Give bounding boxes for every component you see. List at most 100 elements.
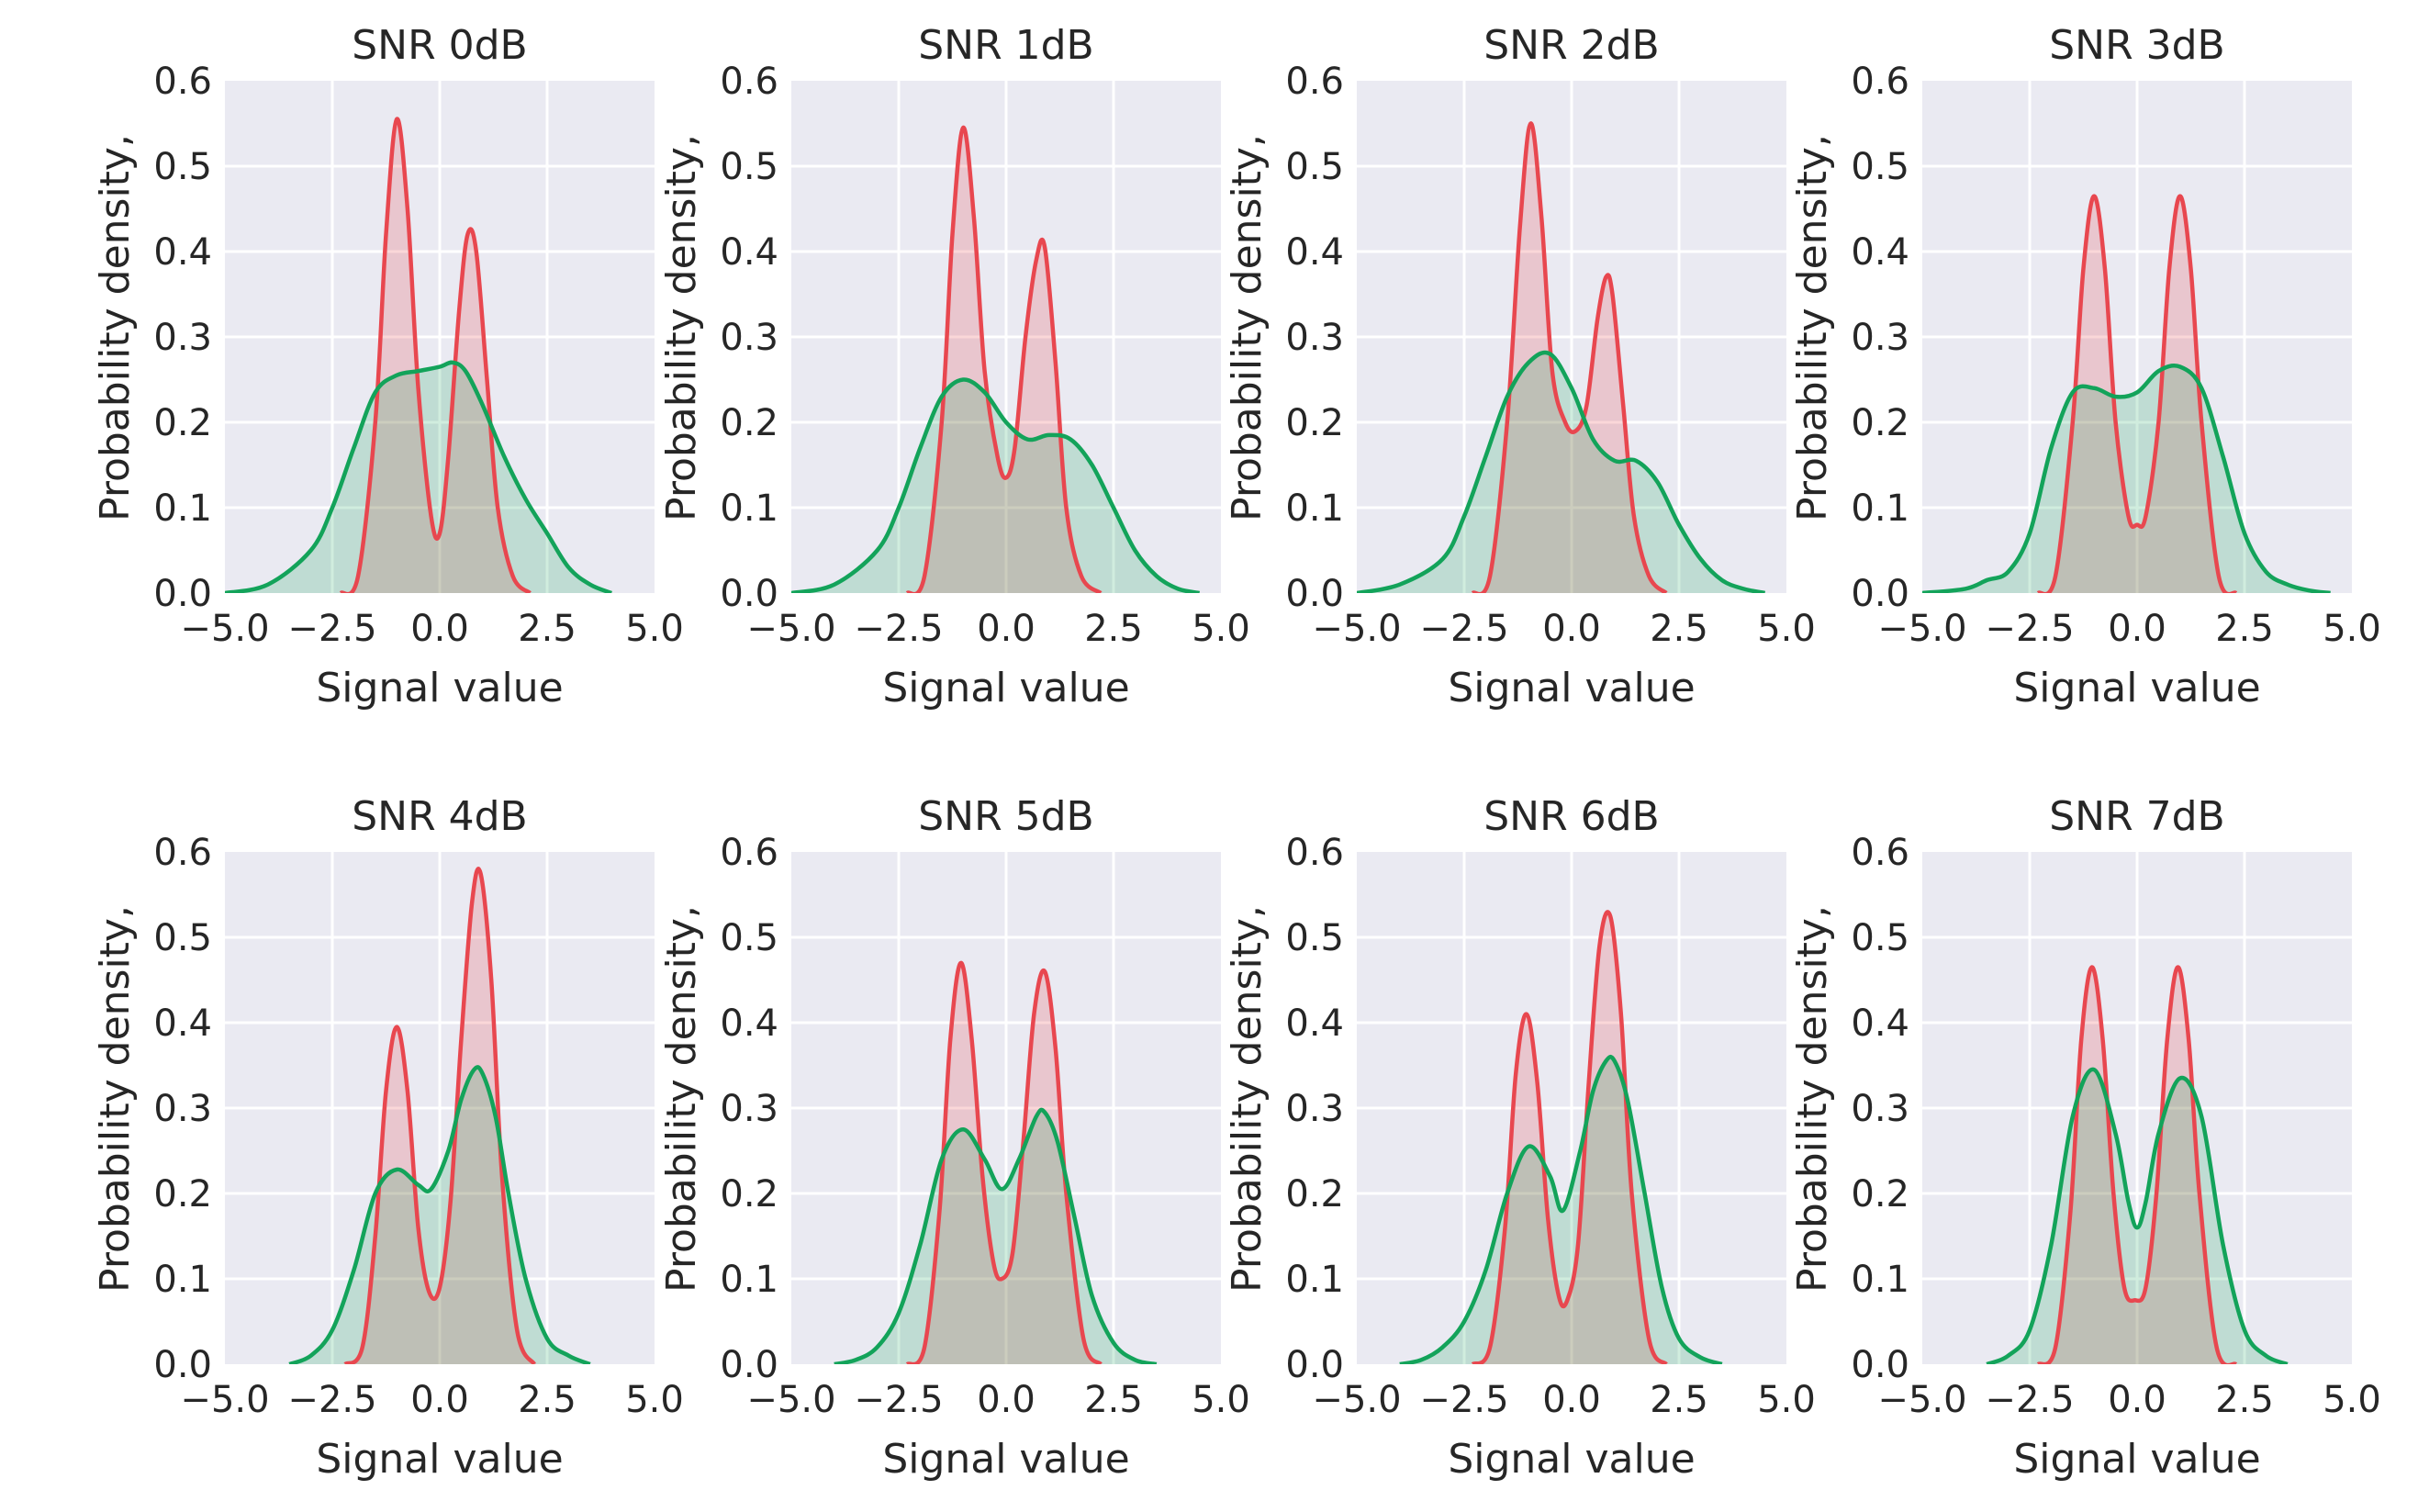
green-density-line: [791, 377, 1201, 593]
y-tick-label: 0.5: [153, 146, 212, 188]
subplot-title: SNR 2dB: [1483, 22, 1660, 69]
y-tick-label: 0.2: [720, 402, 778, 444]
series-group: [225, 117, 613, 593]
x-tick-label: 2.5: [1084, 608, 1143, 650]
x-tick-label: 0.0: [2108, 1379, 2166, 1421]
x-tick-label: −2.5: [287, 1379, 376, 1421]
x-tick-label: −2.5: [1985, 1379, 2074, 1421]
x-tick-label: 5.0: [1192, 1379, 1250, 1421]
y-tick-label: 0.5: [720, 146, 778, 188]
subplot-title: SNR 3dB: [2049, 22, 2225, 69]
x-tick-label: 2.5: [518, 1379, 577, 1421]
x-axis-label: Signal value: [316, 665, 563, 711]
y-tick-label: 0.1: [1851, 487, 1909, 530]
x-tick-label: −5.0: [746, 608, 835, 650]
y-tick-label: 0.0: [153, 1344, 212, 1386]
green-density-line: [834, 1107, 1158, 1364]
y-tick-label: 0.0: [1285, 1344, 1344, 1386]
y-tick-label: 0.2: [153, 1173, 212, 1215]
series-group: [1399, 910, 1723, 1364]
subplot-5: 0.0 0.1 0.2 0.3 0.4 0.5 0.6 −5.0 −2.5 0.0 2.5 5.0 SN…: [658, 793, 1250, 1483]
y-axis-label: Probability density,: [658, 905, 705, 1293]
y-tick-label: 0.3: [720, 1088, 778, 1130]
green-density-fill: [289, 1067, 590, 1364]
x-tick-label: 2.5: [1650, 608, 1708, 650]
x-tick-label: 0.0: [977, 1379, 1035, 1421]
red-density-line: [2036, 194, 2238, 593]
y-axis-label: Probability density,: [92, 905, 139, 1293]
x-tick-label: 0.0: [977, 608, 1035, 650]
x-tick-label: −5.0: [746, 1379, 835, 1421]
red-density-fill: [907, 962, 1101, 1364]
green-density-line: [1399, 1054, 1723, 1364]
y-tick-label: 0.0: [1851, 573, 1909, 615]
y-tick-label: 0.6: [720, 61, 778, 103]
subplot-title: SNR 5dB: [918, 793, 1094, 840]
y-tick-label: 0.4: [153, 1002, 212, 1045]
subplot-1: 0.0 0.1 0.2 0.3 0.4 0.5 0.6 −5.0 −2.5 0.0 2.5 5.0 SN…: [658, 22, 1250, 711]
series-group: [1357, 121, 1766, 593]
y-tick-label: 0.6: [1851, 61, 1909, 103]
x-tick-label: −5.0: [180, 608, 269, 650]
y-tick-label: 0.1: [720, 1259, 778, 1301]
y-tick-label: 0.4: [1851, 1002, 1909, 1045]
green-density-line: [225, 360, 613, 593]
x-tick-label: −5.0: [180, 1379, 269, 1421]
y-tick-label: 0.5: [1851, 146, 1909, 188]
series-group: [288, 866, 591, 1364]
green-density-line: [1357, 350, 1766, 593]
red-density-fill: [345, 868, 534, 1364]
green-density-line: [1986, 1067, 2289, 1364]
y-tick-label: 0.6: [153, 61, 212, 103]
y-tick-label: 0.5: [720, 917, 778, 959]
y-axis-label: Probability density,: [658, 134, 705, 521]
red-density-fill: [907, 128, 1101, 593]
x-tick-label: 2.5: [518, 608, 577, 650]
y-tick-label: 0.2: [1285, 402, 1344, 444]
subplot-7: 0.0 0.1 0.2 0.3 0.4 0.5 0.6 −5.0 −2.5 0.0 2.5 5.0 SN…: [1789, 793, 2381, 1483]
y-tick-label: 0.3: [720, 317, 778, 359]
red-density-line: [339, 117, 532, 593]
y-tick-label: 0.2: [1285, 1173, 1344, 1215]
series-group: [834, 960, 1158, 1364]
x-tick-label: 0.0: [2108, 608, 2166, 650]
x-tick-label: 5.0: [2323, 1379, 2381, 1421]
y-tick-label: 0.5: [1285, 146, 1344, 188]
x-tick-label: −2.5: [854, 608, 943, 650]
y-tick-label: 0.3: [1285, 1088, 1344, 1130]
y-tick-label: 0.6: [1851, 832, 1909, 874]
y-tick-label: 0.1: [1851, 1259, 1909, 1301]
x-axis-label: Signal value: [1448, 1436, 1695, 1483]
x-tick-label: 5.0: [1757, 608, 1816, 650]
x-axis-label: Signal value: [316, 1436, 563, 1483]
x-tick-label: 2.5: [1084, 1379, 1143, 1421]
subplot-title: SNR 7dB: [2049, 793, 2225, 840]
subplot-title: SNR 0dB: [352, 22, 528, 69]
subplot-title: SNR 1dB: [918, 22, 1094, 69]
subplot-0: 0.0 0.1 0.2 0.3 0.4 0.5 0.6 −5.0 −2.5 0.0 2.5 5.0 SN…: [92, 22, 684, 711]
subplot-4: 0.0 0.1 0.2 0.3 0.4 0.5 0.6 −5.0 −2.5 0.0 2.5 5.0 SN…: [92, 793, 684, 1483]
y-tick-label: 0.0: [720, 1344, 778, 1386]
red-density-line: [343, 866, 536, 1364]
y-tick-label: 0.3: [1851, 317, 1909, 359]
x-axis-label: Signal value: [2013, 1436, 2260, 1483]
series-group: [791, 125, 1201, 593]
y-axis-label: Probability density,: [1789, 134, 1836, 521]
green-density-fill: [791, 379, 1200, 593]
y-tick-label: 0.1: [1285, 487, 1344, 530]
y-tick-label: 0.4: [1285, 231, 1344, 274]
y-tick-label: 0.1: [153, 487, 212, 530]
red-density-fill: [2038, 196, 2236, 593]
red-density-fill: [2038, 967, 2236, 1364]
x-tick-label: 5.0: [625, 608, 684, 650]
x-tick-label: 2.5: [1650, 1379, 1708, 1421]
y-axis-label: Probability density,: [1224, 134, 1271, 521]
x-tick-label: 5.0: [2323, 608, 2381, 650]
x-tick-label: −2.5: [1419, 608, 1508, 650]
y-tick-label: 0.6: [153, 832, 212, 874]
x-axis-label: Signal value: [1448, 665, 1695, 711]
x-tick-label: −2.5: [1985, 608, 2074, 650]
x-axis-label: Signal value: [2013, 665, 2260, 711]
y-tick-label: 0.6: [1285, 61, 1344, 103]
